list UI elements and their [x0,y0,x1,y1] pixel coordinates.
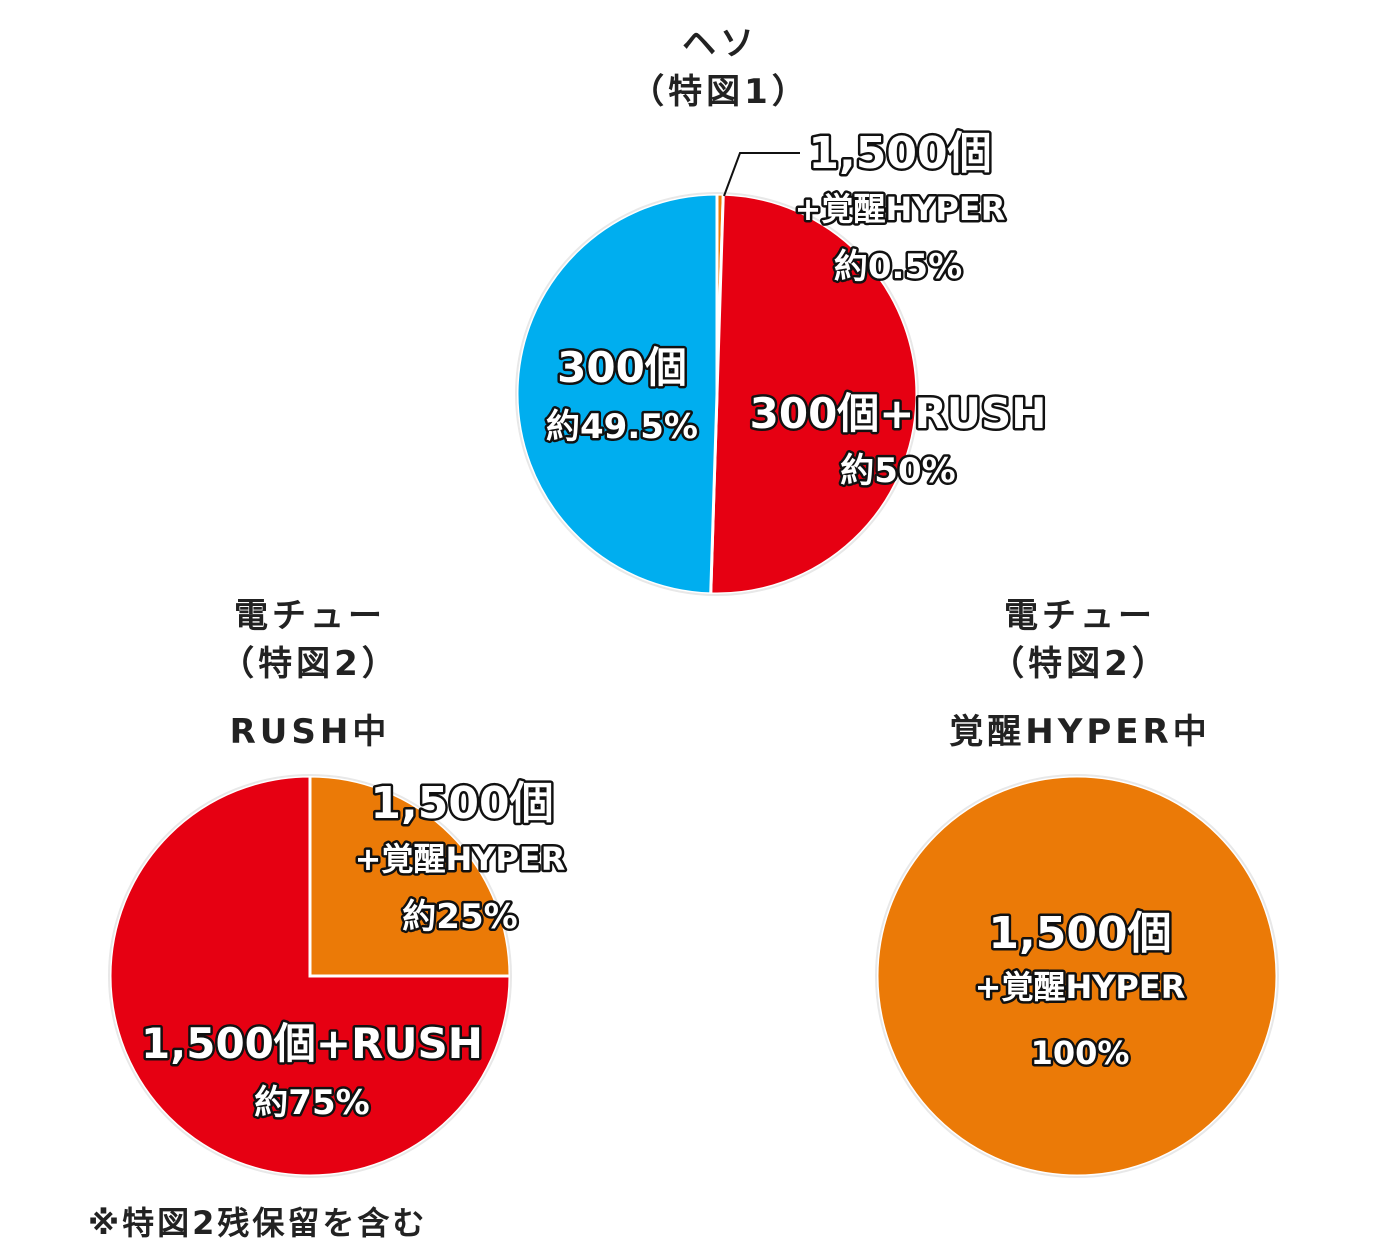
chart2-slice1-pct: 約25% [402,897,517,937]
chart1-slice1-label-sub: +覚醒HYPER [795,190,1006,228]
chart1-outline [515,192,919,596]
chart3-slice1-label-sub: +覚醒HYPER [975,968,1186,1006]
chart2-slice1-label-main: 1,500個 [370,778,553,829]
chart3-title-line2: （特図2） [990,644,1170,684]
chart1-slice3-label-main: 300個 [557,343,687,392]
chart1-slice3-pct: 約49.5% [546,407,698,447]
chart2-slice2-pct: 約75% [254,1083,369,1123]
chart1-slice-2 [709,192,919,596]
pie-chart-rush [108,774,512,1178]
chart1-title-line2: （特図1） [630,72,810,112]
chart3-slice1-pct: 100% [1031,1034,1130,1072]
chart1-leader-line [723,152,800,197]
footnote: ※特図2残保留を含む [88,1204,428,1242]
chart2-outline [108,774,512,1178]
chart2-slice2-label-main: 1,500個+RUSH [141,1019,483,1068]
chart1-title: ヘソ （特図1） [560,20,880,116]
chart3-outline [875,774,1279,1178]
chart2-title-line1: 電チュー [234,596,386,636]
chart1-slice2-pct: 約50% [840,451,955,491]
chart1-title-line1: ヘソ [682,24,758,64]
chart2-slice1-label-sub: +覚醒HYPER [355,840,566,878]
pie-chart-hyper [875,774,1279,1178]
chart1-slice-3 [515,192,719,596]
chart2-title-line3: RUSH中 [229,712,391,752]
chart3-slice1-label-main: 1,500個 [988,908,1171,959]
chart3-title: 電チュー （特図2） 覚醒HYPER中 [900,592,1260,756]
chart2-title-line2: （特図2） [220,644,400,684]
chart1-slice1-label-main: 1,500個 [808,128,991,179]
chart1-slice2-label-main: 300個+RUSH [750,389,1047,438]
chart3-title-line1: 電チュー [1004,596,1156,636]
chart2-slice-1 [308,774,512,978]
chart2-title: 電チュー （特図2） RUSH中 [150,592,470,756]
pie-chart-heso [515,192,919,596]
chart3-title-line3: 覚醒HYPER中 [949,712,1211,752]
chart1-slice1-pct: 約0.5% [834,247,962,287]
